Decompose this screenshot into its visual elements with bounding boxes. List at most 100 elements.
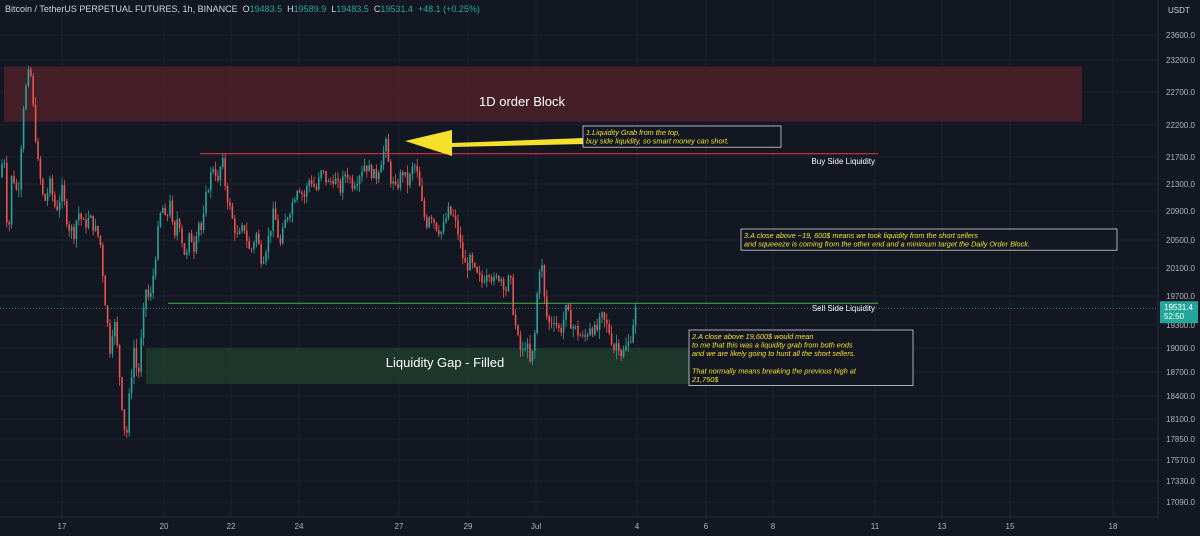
- candle-body: [87, 218, 90, 228]
- candle-body: [94, 226, 97, 231]
- candle-body: [270, 230, 272, 236]
- change-value: +48.1 (+0.25%): [417, 4, 480, 14]
- candle-body: [202, 213, 205, 230]
- candle-body: [49, 178, 51, 194]
- candle-body: [613, 344, 615, 351]
- order-block-label: 1D order Block: [479, 94, 565, 109]
- candle-body: [42, 178, 44, 195]
- candle-body: [306, 185, 308, 197]
- candle-body: [546, 296, 548, 317]
- candle-body: [219, 166, 222, 181]
- candle-body: [241, 225, 243, 232]
- buy-side-liquidity-label: Buy Side Liquidity: [811, 157, 875, 166]
- candle-body: [27, 69, 30, 86]
- candle-body: [313, 183, 315, 187]
- candle-body: [181, 228, 183, 244]
- candle-body: [500, 279, 502, 282]
- price-tick-label: 21300.0: [1166, 180, 1195, 189]
- candle-body: [82, 219, 85, 220]
- candle-body: [574, 326, 577, 327]
- candle-body: [558, 324, 560, 328]
- annotation-2-text: 21,750$: [691, 375, 719, 384]
- open-label: O: [242, 4, 250, 14]
- annotation-2-text: and we are likely going to hunt all the …: [692, 349, 855, 358]
- candle-body: [598, 317, 601, 330]
- price-tick-label: 18100.0: [1166, 415, 1195, 424]
- candle-body: [452, 214, 454, 216]
- candle-body: [188, 233, 190, 253]
- candle-body: [8, 222, 10, 225]
- candle-body: [584, 335, 586, 337]
- candles: [1, 65, 637, 438]
- candle-body: [150, 292, 152, 297]
- candle-body: [380, 164, 382, 173]
- candle-body: [445, 218, 447, 223]
- liquidity-gap-label: Liquidity Gap - Filled: [386, 355, 505, 370]
- time-axis-bg: [0, 517, 1200, 536]
- annotation-1-text: 1.Liquidity Grab from the top,: [586, 128, 680, 137]
- candle-body: [56, 206, 58, 211]
- candle-body: [627, 341, 630, 347]
- candle-body: [277, 219, 279, 238]
- current-price-label: 19531.4: [1164, 303, 1193, 312]
- candle-body: [274, 208, 277, 220]
- price-tick-label: 17330.0: [1166, 477, 1195, 486]
- candle-body: [450, 206, 452, 215]
- candle-body: [22, 108, 25, 149]
- time-tick-label: 27: [395, 522, 404, 531]
- candle-body: [68, 224, 70, 231]
- annotation-2-text: That normally means breaking the previou…: [692, 366, 857, 375]
- candle-body: [358, 176, 361, 185]
- high-value: 19589.9: [293, 4, 327, 14]
- candle-body: [234, 218, 236, 234]
- order-block-zone: [4, 66, 1082, 122]
- candle-body: [409, 174, 411, 186]
- candle-body: [426, 217, 428, 228]
- candle-body: [58, 201, 61, 211]
- candle-body: [315, 186, 318, 190]
- candle-body: [123, 409, 126, 430]
- candle-body: [130, 377, 133, 394]
- candle-body: [174, 221, 176, 236]
- candle-body: [493, 276, 495, 282]
- candle-body: [632, 325, 634, 343]
- time-tick-label: 6: [704, 522, 709, 531]
- yellow-arrow: [405, 130, 584, 156]
- candle-body: [258, 233, 260, 245]
- candle-body: [570, 310, 572, 329]
- candle-body: [438, 230, 440, 235]
- candle-body: [625, 346, 627, 351]
- candle-body: [322, 170, 325, 172]
- candle-body: [126, 429, 128, 433]
- candle-body: [411, 166, 414, 175]
- price-tick-label: 20900.0: [1166, 207, 1195, 216]
- candle-body: [243, 225, 246, 231]
- time-tick-label: Jul: [531, 522, 541, 531]
- time-tick-label: 17: [58, 522, 67, 531]
- candle-body: [534, 333, 536, 351]
- annotation-1: 1.Liquidity Grab from the top,buy side l…: [582, 125, 782, 148]
- candle-body: [512, 277, 514, 315]
- candle-body: [250, 248, 253, 250]
- candle-body: [519, 334, 522, 350]
- annotation-2-box: [688, 329, 914, 386]
- candle-body: [34, 104, 37, 142]
- candle-body: [414, 165, 416, 167]
- candle-body: [75, 220, 78, 240]
- candle-body: [320, 170, 322, 178]
- price-tick-label: 22700.0: [1166, 88, 1195, 97]
- candle-body: [361, 171, 363, 177]
- candle-body: [469, 254, 471, 271]
- candle-body: [529, 343, 531, 362]
- candle-body: [342, 176, 344, 193]
- candle-body: [289, 214, 291, 218]
- price-tick-label: 23600.0: [1166, 31, 1195, 40]
- candle-body: [267, 235, 270, 253]
- time-tick-label: 20: [160, 522, 169, 531]
- candle-body: [582, 335, 584, 336]
- price-axis-bg: [1158, 0, 1200, 536]
- candle-body: [356, 184, 358, 186]
- candle-body: [198, 223, 200, 236]
